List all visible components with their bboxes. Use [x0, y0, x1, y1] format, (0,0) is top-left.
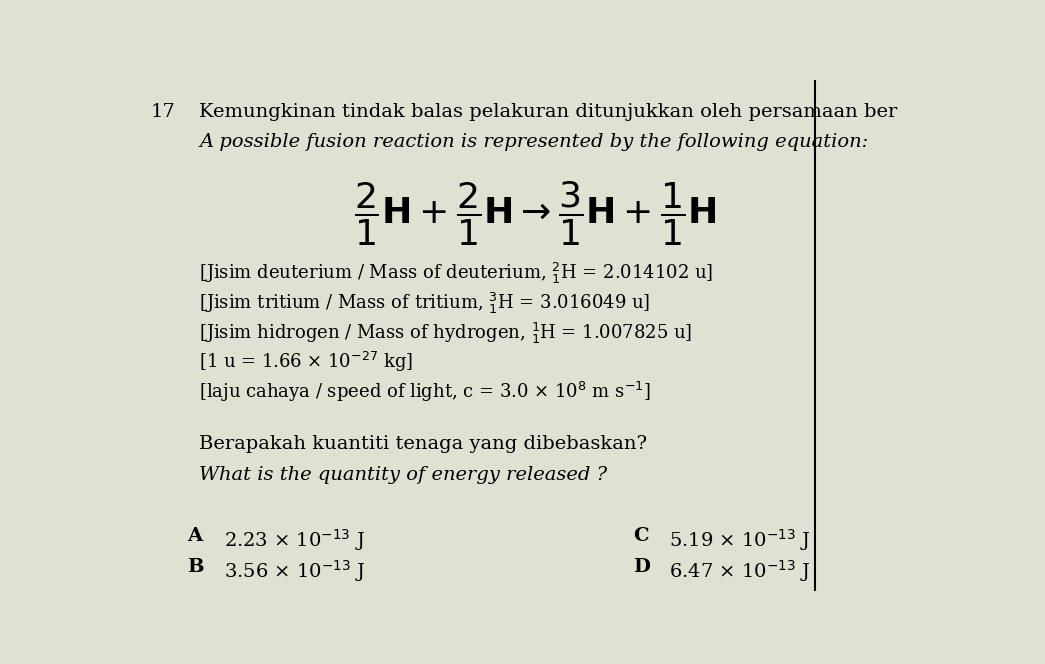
- Text: 2.23 × 10$^{-13}$ J: 2.23 × 10$^{-13}$ J: [224, 527, 365, 553]
- Text: 3.56 × 10$^{-13}$ J: 3.56 × 10$^{-13}$ J: [224, 558, 366, 584]
- Text: B: B: [187, 558, 204, 576]
- Text: Berapakah kuantiti tenaga yang dibebaskan?: Berapakah kuantiti tenaga yang dibebaska…: [200, 435, 648, 453]
- Text: What is the quantity of energy released ?: What is the quantity of energy released …: [200, 465, 607, 483]
- Text: A: A: [187, 527, 203, 545]
- Text: [Jisim tritium / Mass of tritium, $^3_1$H = 3.016049 u]: [Jisim tritium / Mass of tritium, $^3_1$…: [200, 291, 651, 316]
- Text: A possible fusion reaction is represented by the following equation:: A possible fusion reaction is represente…: [200, 133, 868, 151]
- Text: C: C: [632, 527, 648, 545]
- Text: 17: 17: [150, 103, 176, 121]
- Text: [1 u = 1.66 × 10$^{-27}$ kg]: [1 u = 1.66 × 10$^{-27}$ kg]: [200, 350, 414, 374]
- Text: [laju cahaya / speed of light, c = 3.0 × 10$^8$ m s$^{-1}$]: [laju cahaya / speed of light, c = 3.0 ×…: [200, 380, 651, 404]
- Text: Kemungkinan tindak balas pelakuran ditunjukkan oleh persamaan ber: Kemungkinan tindak balas pelakuran ditun…: [200, 103, 898, 121]
- Text: 6.47 × 10$^{-13}$ J: 6.47 × 10$^{-13}$ J: [669, 558, 811, 584]
- Text: [Jisim hidrogen / Mass of hydrogen, $^1_1$H = 1.007825 u]: [Jisim hidrogen / Mass of hydrogen, $^1_…: [200, 321, 693, 345]
- Text: [Jisim deuterium / Mass of deuterium, $^2_1$H = 2.014102 u]: [Jisim deuterium / Mass of deuterium, $^…: [200, 261, 714, 286]
- Text: 5.19 × 10$^{-13}$ J: 5.19 × 10$^{-13}$ J: [669, 527, 811, 553]
- Text: $\dfrac{2}{1}\mathbf{H} + \dfrac{2}{1}\mathbf{H} \rightarrow \dfrac{3}{1}\mathbf: $\dfrac{2}{1}\mathbf{H} + \dfrac{2}{1}\m…: [354, 179, 717, 248]
- Text: D: D: [632, 558, 650, 576]
